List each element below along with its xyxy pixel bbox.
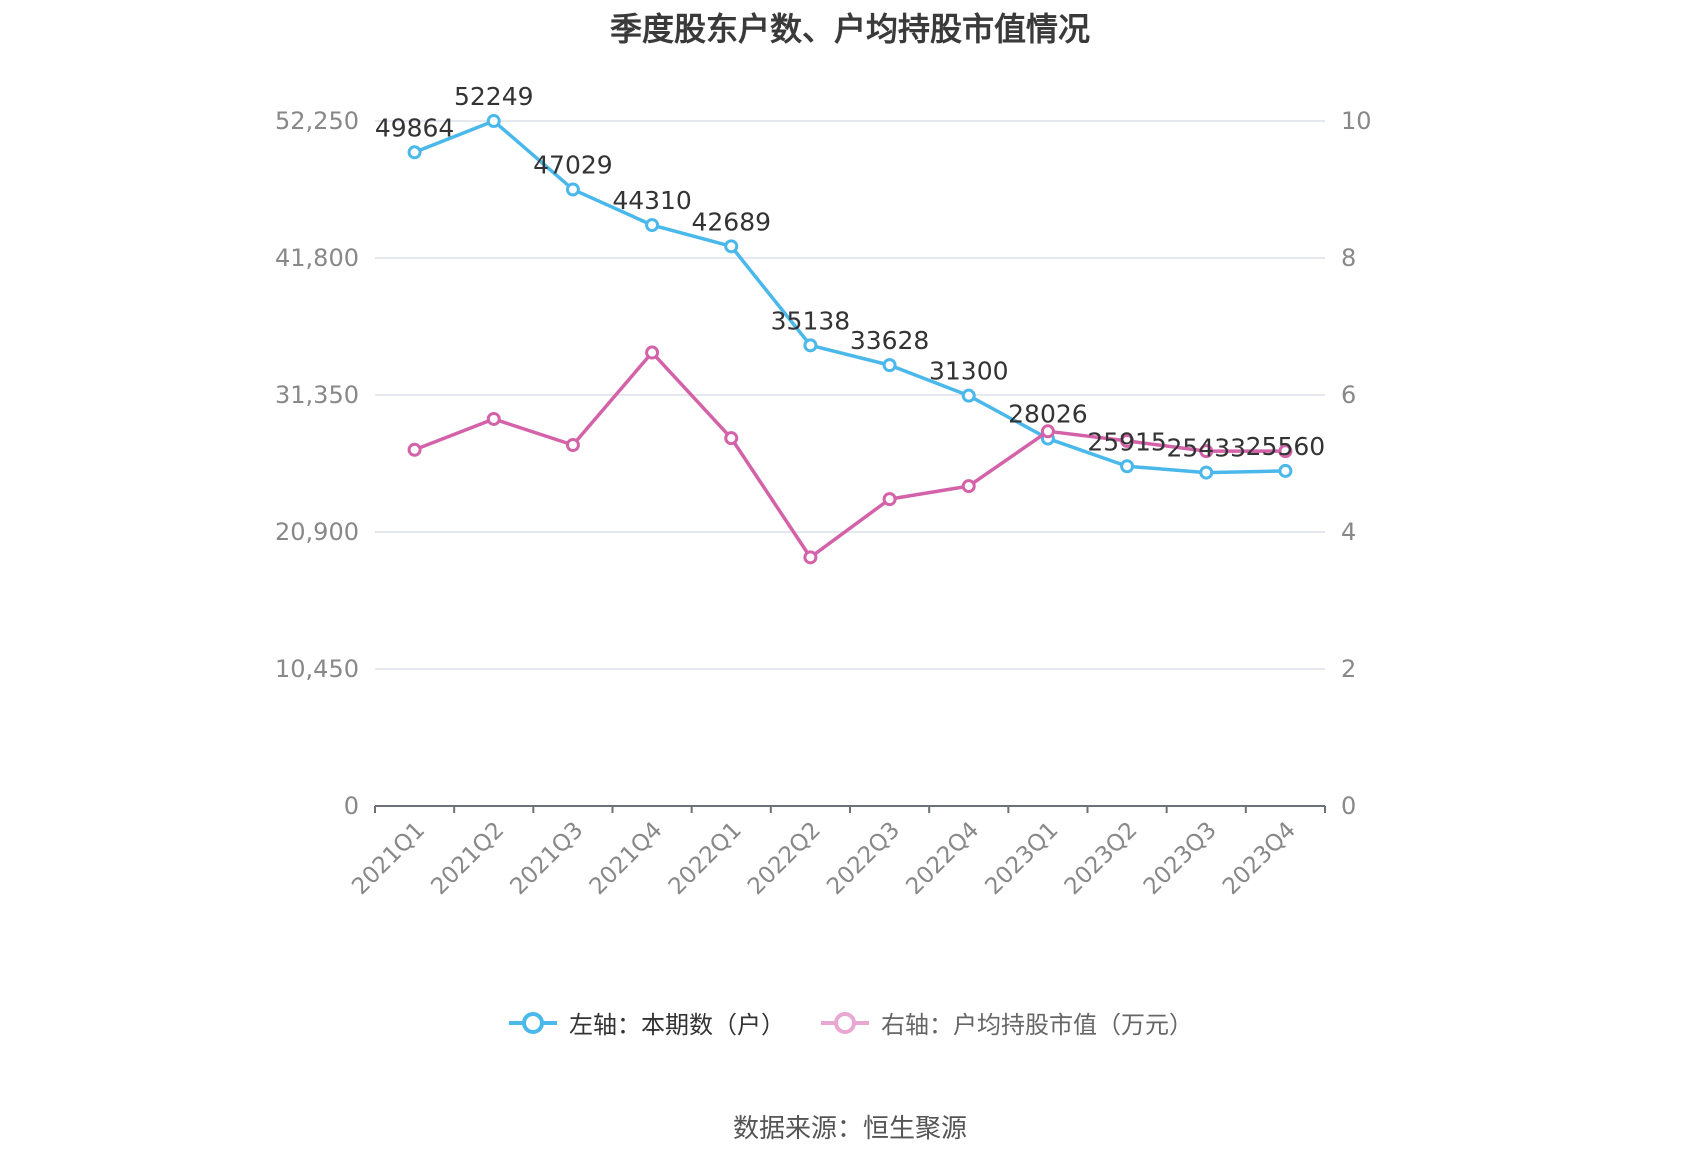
- data-point-holders: [882, 358, 897, 373]
- x-tick-label: 2022Q1: [664, 817, 747, 900]
- y-left-tick-label: 10,450: [275, 655, 359, 683]
- x-tick-label: 2023Q4: [1218, 817, 1301, 900]
- data-point-avg-value: [1199, 444, 1214, 459]
- data-point-holders: [645, 218, 660, 233]
- data-label: 31300: [929, 357, 1009, 386]
- x-tick-label: 2021Q2: [426, 817, 509, 900]
- data-label: 33628: [850, 326, 930, 355]
- data-point-holders: [486, 114, 501, 129]
- data-label: 25560: [1246, 432, 1326, 461]
- grid-layer: [375, 120, 1325, 670]
- data-point-avg-value: [1040, 424, 1055, 439]
- x-tick-label: 2021Q4: [585, 817, 668, 900]
- data-point-avg-value: [407, 442, 422, 457]
- data-source-note: 数据来源：恒生聚源: [732, 1114, 967, 1144]
- data-point-avg-value: [645, 345, 660, 360]
- data-point-holders: [565, 182, 580, 197]
- y-right-tick-label: 10: [1341, 107, 1372, 135]
- legend-item-right-axis[interactable]: 右轴：户均持股市值（万元）: [819, 1005, 1193, 1040]
- data-point-holders: [1278, 463, 1293, 478]
- data-label: 25915: [1087, 427, 1167, 456]
- y-left-tick-label: 31,350: [275, 381, 359, 409]
- legend-line-circle-icon: [509, 1011, 557, 1034]
- line-chart: 0 10,450 20,900 31,350 41,800 52,250 0 2 4 6 8 10 20…: [275, 82, 1372, 900]
- data-point-holders: [1120, 459, 1135, 474]
- y-right-tick-label: 4: [1341, 518, 1356, 546]
- series-line-holders: [413, 119, 1286, 475]
- axis-layer: 0 10,450 20,900 31,350 41,800 52,250 0 2 4 6 8 10 20…: [275, 107, 1372, 900]
- data-point-avg-value: [565, 438, 580, 453]
- legend-label-right-axis: 右轴：户均持股市值（万元）: [881, 1011, 1193, 1039]
- data-point-holders: [1199, 465, 1214, 480]
- data-point-avg-value: [1120, 433, 1135, 448]
- data-point-avg-value: [1278, 444, 1293, 459]
- data-label: 28026: [1008, 400, 1088, 429]
- data-label: 42689: [691, 207, 771, 236]
- chart-title: 季度股东户数、户均持股市值情况: [609, 10, 1090, 48]
- data-label: 47029: [533, 150, 613, 179]
- legend-line-circle-icon: [821, 1011, 869, 1034]
- legend: 左轴：本期数（户） 右轴：户均持股市值（万元）: [0, 1005, 1700, 1040]
- y-right-tick-label: 6: [1341, 381, 1356, 409]
- legend-item-left-axis[interactable]: 左轴：本期数（户）: [507, 1005, 785, 1040]
- x-tick-label: 2022Q3: [822, 817, 905, 900]
- x-tick-label: 2022Q4: [901, 817, 984, 900]
- x-tick-label: 2023Q1: [981, 817, 1064, 900]
- series-layer: [407, 114, 1293, 565]
- data-point-avg-value: [724, 431, 739, 446]
- y-left-tick-label: 20,900: [275, 518, 359, 546]
- legend-label-left-axis: 左轴：本期数（户）: [569, 1011, 785, 1039]
- x-tick-label: 2021Q3: [506, 817, 589, 900]
- series-line-avg-value: [413, 350, 1286, 560]
- y-left-tick-label: 41,800: [275, 244, 359, 272]
- data-point-holders: [961, 388, 976, 403]
- data-label: 49864: [375, 113, 455, 142]
- data-label: 52249: [454, 82, 534, 111]
- data-point-avg-value: [961, 479, 976, 494]
- y-right-tick-label: 0: [1341, 792, 1356, 820]
- y-left-tick-label: 0: [344, 792, 359, 820]
- x-tick-label: 2021Q1: [347, 817, 430, 900]
- data-point-holders: [724, 239, 739, 254]
- data-point-holders: [803, 338, 818, 353]
- x-tick-label: 2023Q2: [1060, 817, 1143, 900]
- data-label: 35138: [771, 306, 851, 335]
- data-label: 25433: [1166, 434, 1246, 463]
- x-tick-label: 2023Q3: [1139, 817, 1222, 900]
- data-point-avg-value: [803, 550, 818, 565]
- y-left-tick-label: 52,250: [275, 107, 359, 135]
- x-tick-label: 2022Q2: [743, 817, 826, 900]
- y-right-tick-label: 8: [1341, 244, 1356, 272]
- data-label: 44310: [612, 186, 692, 215]
- y-right-tick-label: 2: [1341, 655, 1356, 683]
- data-point-avg-value: [486, 411, 501, 426]
- data-point-avg-value: [882, 492, 897, 507]
- data-point-holders: [407, 145, 422, 160]
